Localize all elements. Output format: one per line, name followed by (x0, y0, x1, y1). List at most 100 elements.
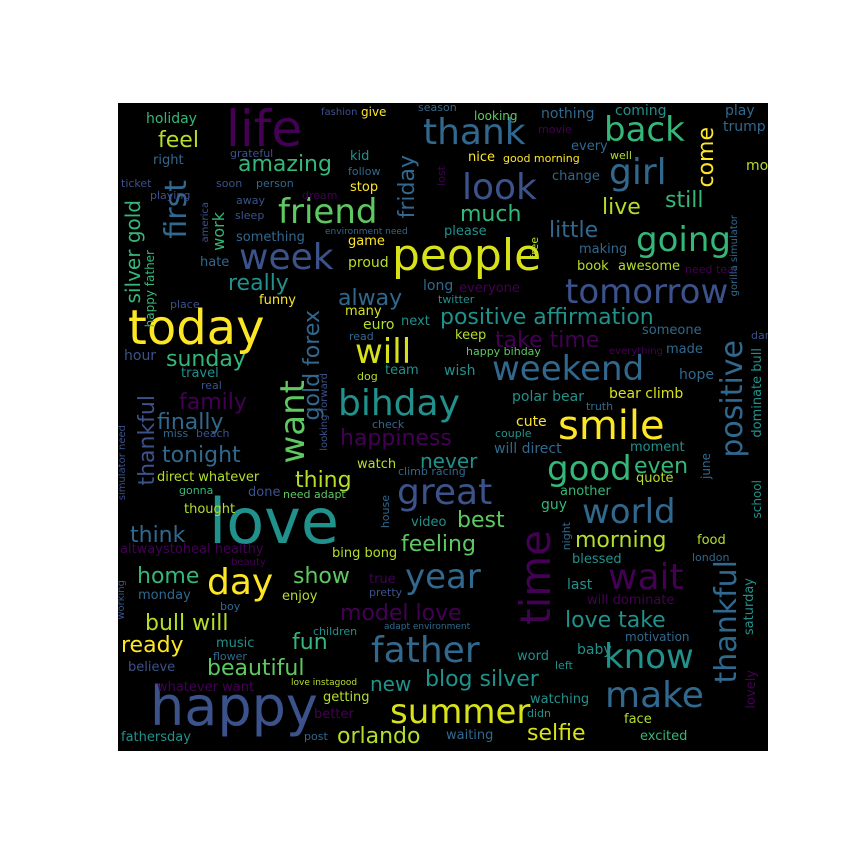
word-someone: someone (642, 323, 702, 338)
word-gorilla-simulator: gorilla simulator (729, 215, 740, 297)
word-holiday: holiday (146, 111, 197, 127)
word-ready: ready (121, 633, 184, 658)
word-america: america (200, 202, 211, 243)
word-good-morning: good morning (503, 152, 580, 165)
word-happiness: happiness (340, 426, 452, 451)
word-movie: movie (538, 123, 572, 136)
word-nice: nice (468, 150, 495, 165)
word-thankful: thankful (709, 560, 744, 684)
word-time: time (511, 530, 560, 625)
word-much: much (460, 202, 522, 227)
word-nothing: nothing (541, 106, 595, 122)
word-london: london (692, 551, 730, 564)
word-never: never (420, 449, 478, 473)
word-next: next (401, 314, 430, 329)
word-change: change (552, 169, 600, 184)
word-tonight: tonight (162, 443, 241, 468)
word-season: season (418, 103, 457, 114)
word-coming: coming (615, 103, 667, 119)
word-working: working (118, 580, 127, 620)
word-great: great (397, 472, 493, 513)
word-bull-will: bull will (145, 611, 229, 636)
word-house: house (379, 495, 392, 529)
word-kid: kid (350, 149, 370, 164)
word-twitter: twitter (438, 293, 475, 306)
word-face: face (624, 712, 652, 727)
word-need-adapt: need adapt (283, 488, 346, 501)
word-believe: believe (128, 660, 176, 675)
word-summer: summer (390, 692, 531, 732)
word-watching: watching (530, 692, 590, 707)
word-proud: proud (348, 255, 389, 271)
word-look: look (462, 167, 537, 208)
word-long: long (423, 278, 454, 294)
word-place: place (170, 298, 200, 311)
word-flower: flower (213, 650, 247, 663)
word-sleep: sleep (235, 209, 265, 222)
word-blessed: blessed (572, 552, 622, 567)
word-dog: dog (357, 370, 378, 383)
word-enjoy: enjoy (282, 589, 318, 604)
word-environment-need: environment need (325, 227, 408, 237)
word-something: something (236, 230, 305, 245)
word-children: children (313, 625, 358, 638)
word-night: night (560, 522, 573, 551)
word-adapt-environment: adapt environment (384, 622, 471, 632)
word-couple: couple (495, 427, 532, 440)
word-give: give (361, 105, 387, 119)
word-year: year (405, 557, 481, 597)
word-amazing: amazing (238, 152, 332, 177)
word-truth: truth (586, 400, 614, 413)
word-thing: thing (295, 468, 352, 493)
word-right: right (153, 153, 184, 168)
word-didn: didn (527, 707, 551, 720)
word-happy-father: happy father (143, 250, 157, 328)
word-good: good (547, 449, 632, 489)
word-model-love: model love (340, 601, 462, 626)
word-polar-bear: polar bear (512, 389, 584, 405)
word-feel: feel (158, 128, 199, 153)
word-going: going (636, 220, 731, 260)
word-stop: stop (350, 180, 379, 195)
word-video: video (411, 515, 447, 530)
word-bihday: bihday (338, 383, 460, 424)
word-boy: boy (220, 600, 241, 613)
word-father: father (371, 630, 480, 671)
word-read: read (349, 330, 374, 343)
word-made: made (666, 342, 703, 357)
word-need-tear: need tear (685, 263, 739, 276)
word-know: know (604, 637, 694, 677)
word-better: better (314, 707, 354, 722)
word-away: away (236, 194, 265, 207)
word-work: work (209, 212, 228, 251)
word-still: still (665, 188, 704, 213)
word-beach: beach (196, 427, 230, 440)
word-live: live (602, 195, 641, 220)
word-friend: friend (278, 192, 378, 232)
word-hour: hour (124, 348, 157, 364)
word-best: best (457, 508, 505, 533)
word-cute: cute (516, 414, 547, 430)
word-alway: alway (338, 286, 403, 311)
word-follow: follow (348, 165, 381, 178)
word-lovely: lovely (744, 670, 759, 709)
word-moment: moment (630, 440, 685, 455)
word-morning: morning (575, 528, 667, 553)
word-home: home (137, 564, 200, 589)
word-make: make (605, 675, 704, 716)
word-june: june (699, 453, 713, 479)
word-beauty: beauty (231, 557, 266, 568)
word-trump: trump (723, 119, 766, 135)
word-miss: miss (163, 427, 189, 440)
word-back: back (604, 110, 685, 150)
word-love-take: love take (565, 608, 666, 633)
word-fathersday: fathersday (121, 730, 191, 745)
word-word: word (517, 649, 549, 664)
word-book: book (577, 259, 609, 274)
word-playing: playing (150, 189, 191, 202)
word-come: come (694, 127, 719, 188)
word-selfie: selfie (527, 721, 586, 746)
word-little: little (549, 218, 599, 243)
word-well: well (610, 149, 632, 162)
word-monday: monday (138, 588, 191, 603)
